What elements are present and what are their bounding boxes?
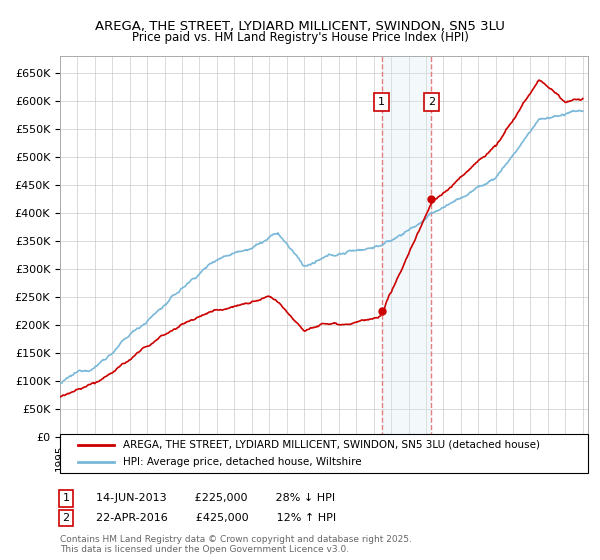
Text: 2: 2 [62, 513, 70, 523]
Text: 14-JUN-2013        £225,000        28% ↓ HPI: 14-JUN-2013 £225,000 28% ↓ HPI [96, 493, 335, 503]
Text: AREGA, THE STREET, LYDIARD MILLICENT, SWINDON, SN5 3LU: AREGA, THE STREET, LYDIARD MILLICENT, SW… [95, 20, 505, 32]
Bar [382, 56, 431, 437]
Text: 22-APR-2016        £425,000        12% ↑ HPI: 22-APR-2016 £425,000 12% ↑ HPI [96, 513, 336, 523]
Text: HPI: Average price, detached house, Wiltshire: HPI: Average price, detached house, Wilt… [123, 457, 362, 467]
Text: Contains HM Land Registry data © Crown copyright and database right 2025.
This d: Contains HM Land Registry data © Crown c… [60, 535, 412, 554]
Text: AREGA, THE STREET, LYDIARD MILLICENT, SWINDON, SN5 3LU (detached house): AREGA, THE STREET, LYDIARD MILLICENT, SW… [123, 440, 540, 450]
Text: 1: 1 [62, 493, 70, 503]
Text: 2: 2 [428, 97, 435, 107]
Text: 1: 1 [378, 97, 385, 107]
Text: Price paid vs. HM Land Registry's House Price Index (HPI): Price paid vs. HM Land Registry's House … [131, 31, 469, 44]
